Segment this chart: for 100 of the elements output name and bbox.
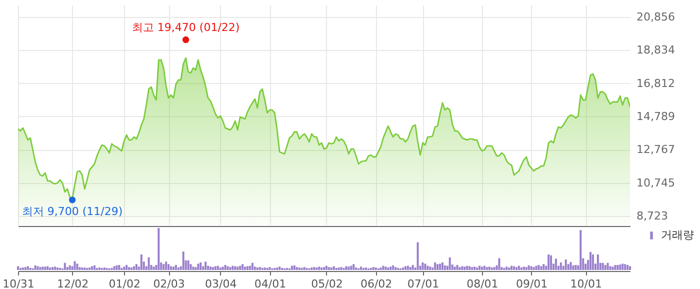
bar — [98, 267, 100, 270]
bar — [318, 266, 320, 270]
bar — [572, 265, 574, 270]
bar — [296, 267, 298, 270]
bar — [132, 266, 135, 270]
bar — [490, 267, 493, 270]
bar — [480, 266, 483, 270]
bar — [276, 267, 278, 270]
bar — [313, 267, 316, 270]
bar — [461, 266, 464, 270]
bar — [629, 266, 631, 270]
bar — [456, 264, 458, 270]
bar — [172, 266, 174, 270]
bar — [214, 266, 216, 270]
bar — [158, 228, 160, 270]
bar — [258, 267, 261, 270]
bar — [325, 266, 328, 270]
bar — [493, 267, 496, 270]
bar — [236, 266, 239, 270]
bar — [56, 267, 58, 270]
bar — [310, 267, 313, 270]
bar — [17, 266, 19, 270]
bar — [130, 267, 133, 270]
bar — [118, 264, 120, 270]
bar — [52, 267, 54, 270]
bar — [560, 262, 562, 270]
bar — [103, 267, 106, 270]
bar — [350, 266, 352, 270]
bar — [39, 267, 42, 270]
bar — [116, 265, 118, 270]
x-tick-label: 02/03 — [153, 278, 185, 289]
bar — [194, 267, 197, 270]
bar — [466, 266, 468, 270]
bar — [409, 267, 412, 270]
bar — [78, 267, 81, 270]
bar — [165, 262, 168, 270]
bar — [622, 264, 624, 270]
bar — [564, 260, 567, 270]
bar — [232, 266, 234, 270]
bar — [320, 267, 323, 270]
bar — [602, 262, 604, 270]
bar — [328, 267, 330, 270]
bar — [532, 267, 535, 270]
bar — [416, 242, 419, 270]
bar — [590, 252, 592, 270]
bar — [24, 267, 26, 270]
bar — [68, 265, 71, 270]
bar — [554, 258, 557, 270]
bar — [372, 267, 374, 270]
bar — [36, 266, 39, 270]
bar — [498, 258, 500, 270]
bar — [64, 262, 66, 270]
bar — [506, 266, 508, 270]
bar — [513, 266, 516, 270]
x-tick-label: 04/01 — [254, 278, 286, 289]
bar — [209, 266, 212, 270]
bar — [187, 260, 190, 270]
bar — [207, 266, 210, 270]
x-tick-label: 03/04 — [205, 278, 237, 289]
x-tick-label: 09/01 — [516, 278, 548, 289]
bar — [619, 264, 622, 270]
bar — [616, 264, 619, 270]
bar — [374, 267, 377, 270]
bar — [458, 267, 461, 270]
bar — [338, 267, 340, 270]
bar — [229, 267, 232, 270]
y-tick-label: 14,789 — [636, 110, 675, 123]
bar — [404, 266, 406, 270]
bar — [474, 266, 476, 270]
bar — [412, 264, 414, 270]
bar — [22, 267, 24, 270]
bar — [592, 254, 594, 270]
bar — [174, 264, 177, 270]
bar — [84, 267, 86, 270]
annotation: 최저 9,700 (11/29) — [22, 204, 123, 218]
bar — [298, 267, 300, 270]
bar — [609, 266, 612, 270]
x-tick-label: 12/02 — [56, 278, 89, 289]
bar — [426, 266, 429, 270]
bar — [483, 266, 486, 270]
bar — [182, 252, 184, 270]
bar — [530, 266, 532, 270]
bar — [548, 254, 550, 270]
bar — [219, 267, 222, 270]
bar — [441, 262, 444, 270]
bar — [624, 264, 626, 270]
bar — [190, 264, 192, 270]
bar — [570, 262, 572, 270]
bar — [332, 266, 335, 270]
bar — [614, 264, 616, 270]
bar — [406, 266, 409, 270]
bar — [471, 267, 474, 270]
bar — [323, 267, 325, 270]
bar — [478, 266, 480, 270]
bar — [251, 262, 254, 270]
x-tick-label: 06/02 — [360, 278, 392, 289]
bar — [340, 267, 342, 270]
x-tick-label: 05/02 — [311, 278, 343, 289]
y-tick-label: 8,723 — [636, 209, 668, 222]
bar — [345, 266, 348, 270]
